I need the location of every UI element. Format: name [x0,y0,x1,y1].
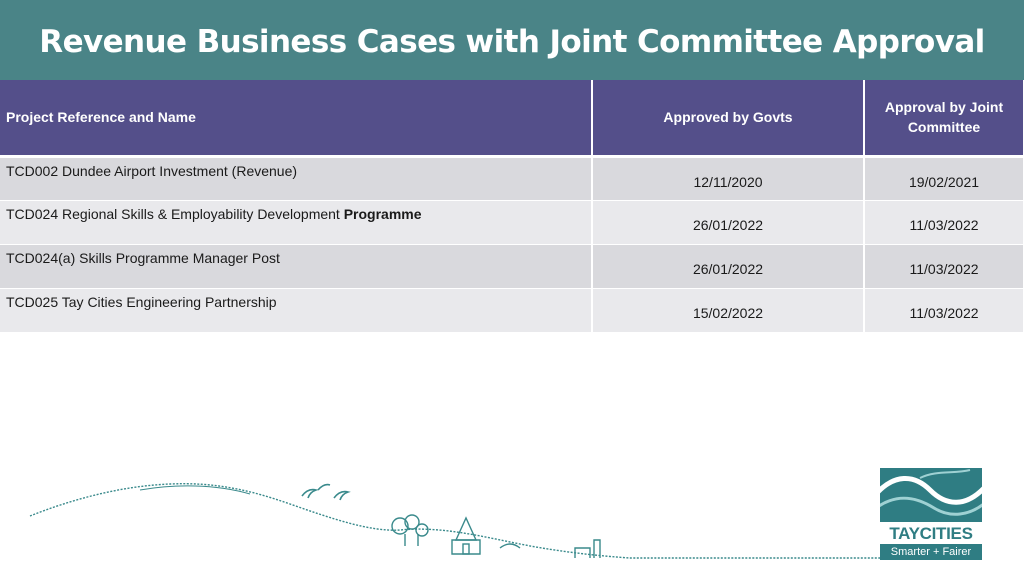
page-title: Revenue Business Cases with Joint Commit… [39,24,985,60]
project-name: TCD024 Regional Skills & Employability D… [6,205,344,222]
project-name: TCD025 Tay Cities Engineering Partnershi… [6,293,277,310]
joint-date-cell: 11/03/2022 [864,244,1024,289]
govts-date-cell: 26/01/2022 [592,200,865,245]
project-name-cell: TCD024 Regional Skills & Employability D… [0,200,593,245]
approval-table: Project Reference and Name Approved by G… [0,80,1024,333]
table-header-row: Project Reference and Name Approved by G… [0,80,1024,158]
joint-date-cell: 11/03/2022 [864,288,1024,333]
govts-date-cell: 15/02/2022 [592,288,865,333]
logo-brand: TAYCITIES [889,524,973,543]
table-row: TCD024(a) Skills Programme Manager Post … [0,244,1024,289]
header-project-name: Project Reference and Name [0,80,593,158]
tay-cities-logo: TAYCITIES Smarter + Fairer [880,468,982,562]
logo-tagline: Smarter + Fairer [880,544,982,560]
joint-date-cell: 11/03/2022 [864,200,1024,245]
joint-date-cell: 19/02/2021 [864,156,1024,201]
project-name-cell: TCD002 Dundee Airport Investment (Revenu… [0,156,593,201]
title-bar: Revenue Business Cases with Joint Commit… [0,0,1024,80]
table-row: TCD024 Regional Skills & Employability D… [0,200,1024,245]
header-approval-by-joint-committee: Approval by Joint Committee [864,80,1024,158]
landscape-illustration [29,483,890,559]
table-row: TCD025 Tay Cities Engineering Partnershi… [0,288,1024,333]
header-approved-by-govts: Approved by Govts [592,80,865,158]
project-name-cell: TCD025 Tay Cities Engineering Partnershi… [0,288,593,333]
project-name: TCD024(a) Skills Programme Manager Post [6,249,280,266]
govts-date-cell: 26/01/2022 [592,244,865,289]
project-name: TCD002 Dundee Airport Investment (Revenu… [6,162,298,179]
project-name-cell: TCD024(a) Skills Programme Manager Post [0,244,593,289]
logo-wave-graphic [880,468,982,522]
govts-date-cell: 12/11/2020 [592,156,865,201]
project-name-bold: Programme [343,205,422,222]
table-row: TCD002 Dundee Airport Investment (Revenu… [0,156,1024,201]
